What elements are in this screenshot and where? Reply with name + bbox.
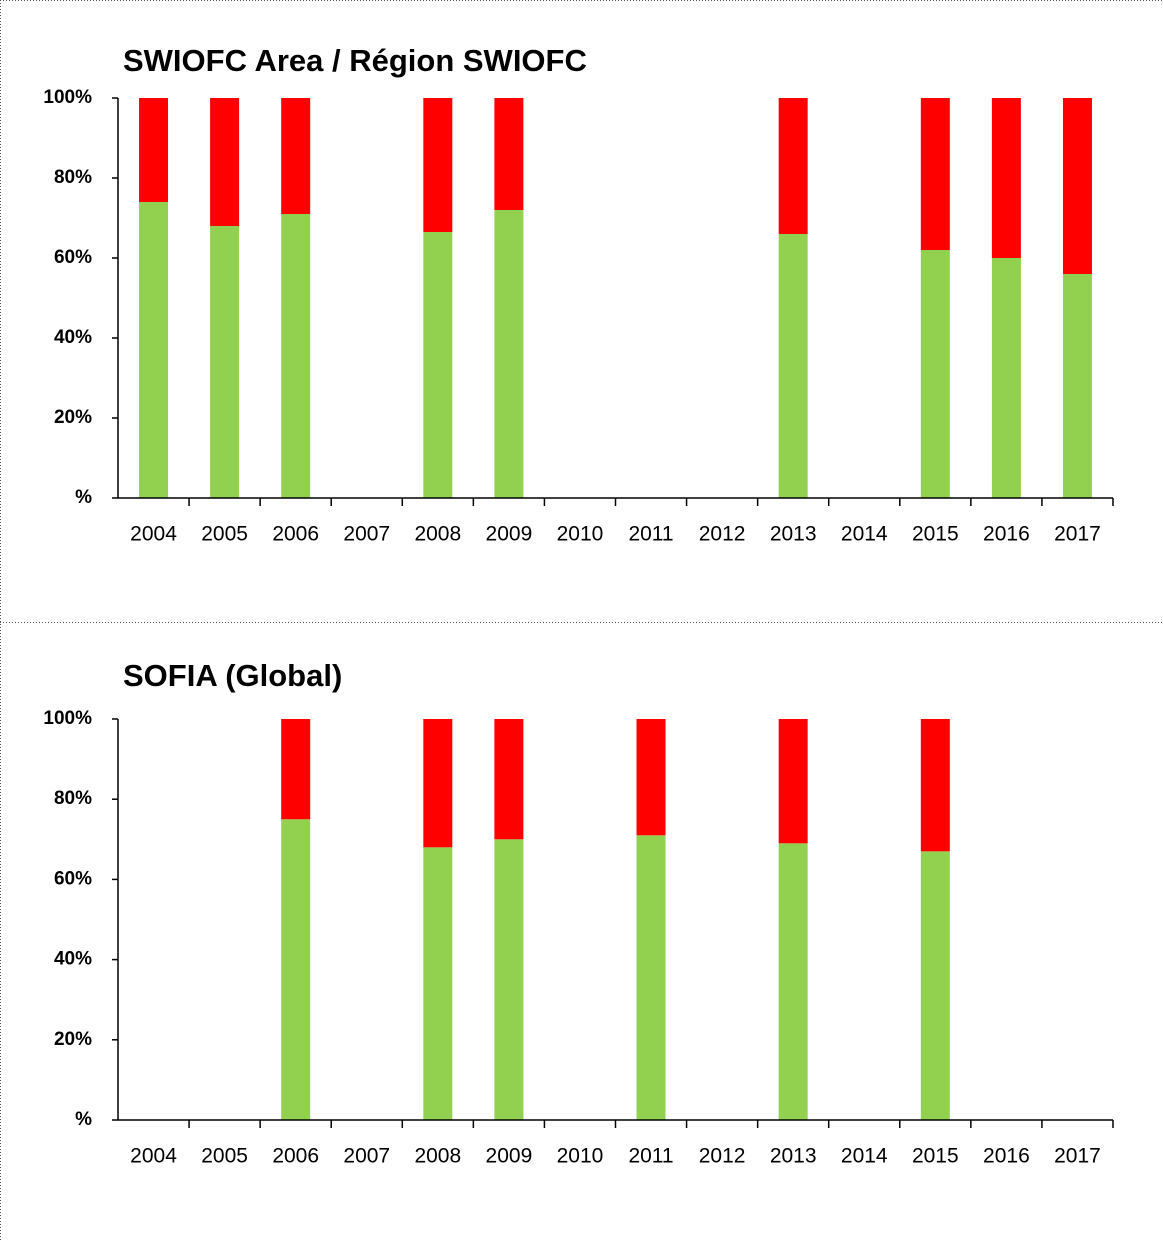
- bar-segment: [778, 719, 808, 844]
- y-tick-label: 100%: [43, 708, 92, 729]
- y-tick-label: 20%: [54, 407, 92, 428]
- bar-segment: [920, 719, 950, 852]
- x-tick-label: 2010: [557, 523, 604, 546]
- bar-segment: [1062, 274, 1092, 498]
- x-tick-label: 2010: [557, 1145, 604, 1168]
- bar-segment: [778, 234, 808, 498]
- y-tick-label: 100%: [43, 87, 92, 108]
- bar-segment: [423, 847, 453, 1120]
- x-tick-label: 2009: [486, 1145, 533, 1168]
- x-tick-label: 2007: [343, 1145, 390, 1168]
- y-tick-label: 80%: [54, 788, 92, 809]
- y-tick-label: %: [75, 1109, 92, 1130]
- bar-segment: [281, 819, 311, 1120]
- bar-segment: [920, 250, 950, 498]
- x-tick-label: 2006: [272, 1145, 319, 1168]
- bar-segment: [494, 210, 524, 498]
- x-tick-label: 2017: [1054, 523, 1101, 546]
- chart-title: SOFIA (Global): [123, 658, 342, 693]
- x-tick-label: 2012: [699, 523, 746, 546]
- x-tick-label: 2012: [699, 1145, 746, 1168]
- bar-segment: [494, 839, 524, 1120]
- x-tick-label: 2015: [912, 1145, 959, 1168]
- x-tick-label: 2009: [486, 523, 533, 546]
- y-tick-label: 20%: [54, 1029, 92, 1050]
- chart-title: SWIOFC Area / Région SWIOFC: [123, 43, 587, 78]
- bar-segment: [778, 843, 808, 1120]
- bar-segment: [423, 232, 453, 498]
- x-tick-label: 2011: [628, 1145, 673, 1168]
- x-tick-label: 2008: [414, 523, 461, 546]
- bar-segment: [920, 851, 950, 1120]
- bar-segment: [991, 98, 1021, 258]
- bar-segment: [281, 719, 311, 820]
- y-tick-label: 60%: [54, 868, 92, 889]
- x-tick-label: 2014: [841, 523, 888, 546]
- y-tick-label: 80%: [54, 167, 92, 188]
- bar-segment: [778, 98, 808, 234]
- x-tick-label: 2004: [130, 523, 177, 546]
- x-tick-label: 2011: [628, 523, 673, 546]
- x-tick-label: 2017: [1054, 1145, 1101, 1168]
- x-tick-label: 2004: [130, 1145, 177, 1168]
- x-tick-label: 2016: [983, 1145, 1030, 1168]
- y-tick-label: 60%: [54, 247, 92, 268]
- x-tick-label: 2014: [841, 1145, 888, 1168]
- bar-segment: [423, 98, 453, 232]
- x-tick-label: 2016: [983, 523, 1030, 546]
- bar-segment: [281, 98, 311, 214]
- bar-segment: [139, 98, 169, 202]
- y-tick-label: 40%: [54, 949, 92, 970]
- bar-segment: [494, 719, 524, 840]
- x-tick-label: 2013: [770, 1145, 817, 1168]
- bar-segment: [210, 98, 240, 226]
- bar-segment: [1062, 98, 1092, 274]
- bar-segment: [210, 226, 240, 498]
- x-tick-label: 2007: [343, 523, 390, 546]
- y-tick-label: %: [75, 487, 92, 508]
- x-tick-label: 2005: [201, 1145, 248, 1168]
- bar-segment: [281, 214, 311, 498]
- x-tick-label: 2013: [770, 523, 817, 546]
- bar-segment: [991, 258, 1021, 498]
- y-tick-label: 40%: [54, 327, 92, 348]
- x-tick-label: 2008: [414, 1145, 461, 1168]
- bar-segment: [423, 719, 453, 848]
- x-tick-label: 2006: [272, 523, 319, 546]
- x-tick-label: 2005: [201, 523, 248, 546]
- bar-segment: [494, 98, 524, 210]
- x-tick-label: 2015: [912, 523, 959, 546]
- bar-segment: [636, 719, 666, 836]
- bar-segment: [920, 98, 950, 250]
- bar-segment: [139, 202, 169, 498]
- bar-segment: [636, 835, 666, 1120]
